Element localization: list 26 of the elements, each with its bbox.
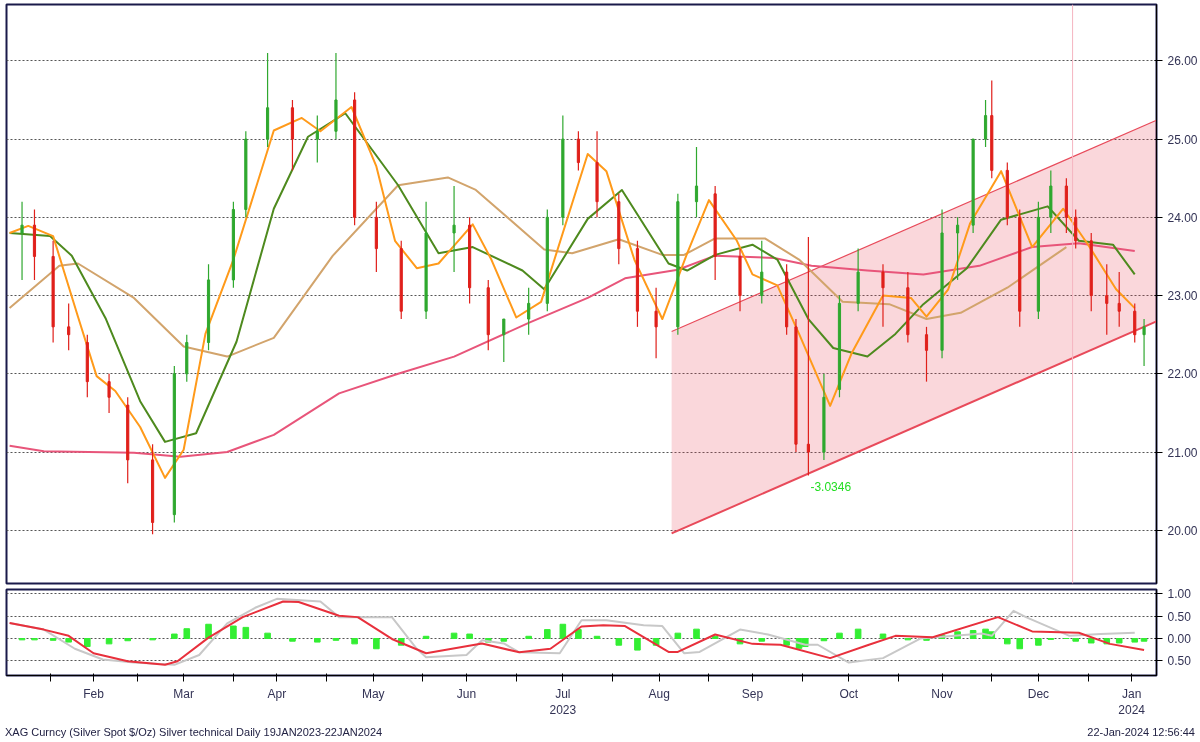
y-tick-label: 25.00 bbox=[1167, 132, 1198, 147]
x-tick-label: Jul 2023 bbox=[549, 686, 577, 718]
x-tick-label: Jan 2024 bbox=[1118, 686, 1146, 718]
y-tick-label: 0.00 bbox=[1167, 632, 1192, 647]
x-tick-label: Aug bbox=[648, 686, 670, 701]
text: XAG Curncy (Silver Spot $/Oz) Silver technical Daily 19JAN2023-22JAN2024 bbox=[5, 725, 383, 740]
x-tick-label: Jun bbox=[456, 686, 477, 701]
x-tick-label: Dec bbox=[1027, 686, 1050, 701]
x-tick-label: May bbox=[361, 686, 385, 701]
annotation: -3.0346 bbox=[810, 480, 852, 495]
y-tick-label: 21.00 bbox=[1167, 445, 1198, 460]
y-tick-label: 0.50 bbox=[1167, 654, 1192, 669]
y-tick-label: 22.00 bbox=[1167, 367, 1198, 382]
x-tick-label: Oct bbox=[839, 686, 859, 701]
y-tick-label: 23.00 bbox=[1167, 289, 1198, 304]
x-tick-label: Nov bbox=[931, 686, 953, 701]
y-tick-label: 1.00 bbox=[1167, 587, 1192, 602]
y-tick-label: 26.00 bbox=[1167, 54, 1198, 69]
y-tick-label: 0.50 bbox=[1167, 609, 1192, 624]
x-tick-label: Apr bbox=[267, 686, 287, 701]
x-tick-label: Sep bbox=[741, 686, 764, 701]
y-tick-label: 24.00 bbox=[1167, 210, 1198, 225]
x-tick-label: Mar bbox=[173, 686, 194, 701]
text: 22-Jan-2024 12:56:44 bbox=[1087, 725, 1195, 740]
y-tick-label: 20.00 bbox=[1167, 523, 1198, 538]
x-tick-label: Feb bbox=[83, 686, 105, 701]
